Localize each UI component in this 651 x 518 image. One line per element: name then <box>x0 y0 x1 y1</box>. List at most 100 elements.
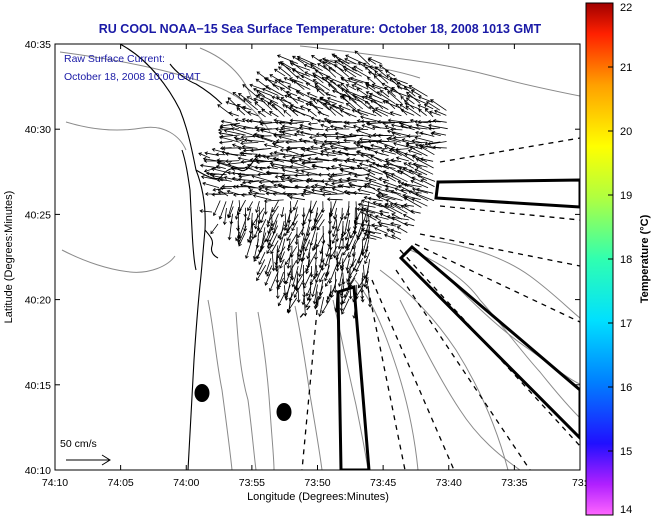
current-vector <box>270 214 274 227</box>
current-vector <box>310 184 324 189</box>
current-vector <box>289 60 304 72</box>
current-vector <box>253 226 260 239</box>
current-vector <box>212 200 221 217</box>
current-vector <box>305 259 311 275</box>
current-vector <box>328 83 344 97</box>
current-vector <box>296 290 301 304</box>
current-vector <box>247 232 252 243</box>
current-vector <box>321 76 337 90</box>
current-vector <box>285 148 299 155</box>
current-vector <box>342 290 350 305</box>
current-vector <box>224 159 240 164</box>
current-vector <box>386 214 409 221</box>
current-vector <box>246 207 252 222</box>
current-vector <box>296 129 317 136</box>
current-vector <box>351 166 369 171</box>
current-vector <box>244 238 253 259</box>
current-vector <box>289 265 294 280</box>
current-vector <box>246 96 259 103</box>
current-vector <box>352 297 357 319</box>
current-vector <box>432 118 447 123</box>
current-vector <box>331 181 350 186</box>
current-vector <box>337 264 344 287</box>
current-vector <box>396 85 408 91</box>
current-vector <box>428 126 441 131</box>
current-vector <box>348 183 369 188</box>
current-vector <box>291 68 310 77</box>
current-vector <box>332 226 337 238</box>
current-vector <box>281 168 304 175</box>
current-vector <box>405 143 422 150</box>
current-vector <box>385 199 401 209</box>
current-vector <box>431 130 447 136</box>
current-vector <box>343 138 356 143</box>
current-vector <box>380 149 396 155</box>
current-vector <box>285 90 298 97</box>
current-vector <box>372 133 395 137</box>
current-vector <box>390 127 403 132</box>
current-vector <box>258 119 273 124</box>
current-vector <box>387 118 408 123</box>
current-vector <box>327 177 343 183</box>
current-vector <box>204 192 219 196</box>
current-vector <box>313 212 319 223</box>
current-vector <box>254 165 266 170</box>
current-vector <box>285 105 299 117</box>
current-vector <box>402 213 415 221</box>
current-vector <box>378 223 389 228</box>
current-vector <box>298 157 311 162</box>
current-vector <box>305 179 325 184</box>
current-vector <box>280 207 285 218</box>
current-vector <box>326 197 343 202</box>
current-vector <box>243 138 265 143</box>
current-vector <box>284 94 305 103</box>
current-vector <box>389 89 409 97</box>
current-vector <box>314 156 337 162</box>
current-vector <box>316 88 325 97</box>
current-vector <box>297 96 311 104</box>
current-vector <box>371 125 390 130</box>
scale-label: 50 cm/s <box>60 438 97 450</box>
current-vector <box>379 209 389 214</box>
current-vector <box>305 185 317 189</box>
current-vector <box>288 233 298 249</box>
current-vector <box>329 80 344 91</box>
current-vector <box>363 232 382 239</box>
current-vector <box>378 73 396 84</box>
current-vector <box>343 206 350 220</box>
current-vector <box>237 93 252 104</box>
current-vector <box>366 173 382 182</box>
current-vector <box>253 213 259 230</box>
current-vector <box>430 99 447 111</box>
current-vector <box>364 95 383 104</box>
current-vector <box>237 146 253 151</box>
current-vector <box>417 95 434 103</box>
current-vector <box>329 144 345 150</box>
current-vector <box>324 182 336 188</box>
current-vector <box>376 187 396 194</box>
current-vector <box>219 186 232 190</box>
current-vector <box>404 102 421 110</box>
current-vector <box>345 152 363 157</box>
current-vector <box>405 97 415 105</box>
current-vector <box>345 258 350 271</box>
current-vector <box>232 91 246 103</box>
current-vector <box>344 238 350 250</box>
current-vector <box>290 160 311 169</box>
current-vector <box>295 278 299 292</box>
current-vector <box>434 109 447 116</box>
current-vector <box>279 258 285 269</box>
current-vector <box>264 187 284 195</box>
current-vector <box>403 203 414 208</box>
current-vector <box>227 97 241 110</box>
current-vector <box>273 133 292 138</box>
current-vector <box>403 86 416 97</box>
current-vector <box>364 252 370 265</box>
current-vector <box>325 277 331 287</box>
current-vector <box>403 222 415 227</box>
current-vector <box>300 153 317 158</box>
current-vector <box>331 233 338 244</box>
current-vector <box>318 252 324 269</box>
current-vector <box>295 252 300 265</box>
current-vector <box>375 163 396 169</box>
